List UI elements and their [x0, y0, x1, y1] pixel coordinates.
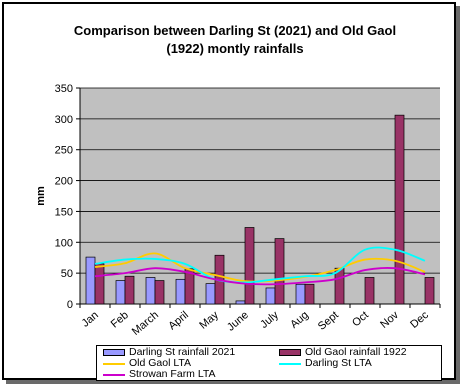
y-tick-label-300: 300 — [55, 114, 73, 126]
bar-old-gaol-rainfall-1922-nov — [394, 114, 405, 305]
frame-shadow-right — [456, 6, 460, 384]
legend-swatch-darling-st-rainfall-2021 — [103, 349, 125, 356]
x-tick-label-aug: Aug — [288, 309, 311, 331]
bar-old-gaol-rainfall-1922-sept — [334, 267, 345, 305]
bar-darling-st-rainfall-2021-aug — [295, 283, 306, 305]
x-tick-label-june: June — [225, 309, 251, 334]
chart-title-line-1: Comparison between Darling St (2021) and… — [73, 23, 397, 38]
legend-swatch-strowan-farm-lta — [103, 373, 125, 376]
x-tick-label-dec: Dec — [408, 309, 431, 331]
x-tick-label-nov: Nov — [378, 309, 401, 331]
y-tick-label-50: 50 — [61, 268, 73, 280]
x-tick-label-feb: Feb — [109, 309, 131, 330]
y-tick-label-200: 200 — [55, 176, 73, 188]
y-axis-title: mm — [35, 186, 47, 206]
x-tick-label-march: March — [130, 309, 161, 338]
legend-item-darling-st-lta: Darling St LTA — [279, 358, 372, 369]
bar-old-gaol-rainfall-1922-aug — [304, 283, 315, 305]
y-tick-label-0: 0 — [67, 299, 73, 311]
bar-darling-st-rainfall-2021-jan — [85, 256, 96, 305]
chart-title: Comparison between Darling St (2021) and… — [30, 22, 440, 58]
bar-old-gaol-rainfall-1922-jan — [94, 263, 105, 305]
legend-swatch-old-gaol-lta — [103, 362, 125, 365]
bar-old-gaol-rainfall-1922-oct — [364, 277, 375, 305]
legend-label-darling-st-lta: Darling St LTA — [305, 357, 372, 369]
x-tick-label-may: May — [197, 309, 221, 332]
legend-swatch-darling-st-lta — [279, 362, 301, 365]
bar-darling-st-rainfall-2021-march — [145, 277, 156, 305]
x-tick-label-oct: Oct — [350, 309, 371, 329]
line-darling-st-lta — [94, 246, 426, 284]
frame-shadow-bottom — [6, 380, 460, 384]
legend-item-darling-st-rainfall-2021: Darling St rainfall 2021 — [103, 347, 235, 358]
bar-darling-st-rainfall-2021-may — [205, 283, 216, 305]
bar-darling-st-rainfall-2021-july — [265, 287, 276, 305]
legend-item-old-gaol-rainfall-1922: Old Gaol rainfall 1922 — [279, 347, 407, 358]
legend-item-old-gaol-lta: Old Gaol LTA — [103, 358, 191, 369]
legend-label-old-gaol-lta: Old Gaol LTA — [129, 357, 192, 369]
bar-old-gaol-rainfall-1922-june — [244, 227, 255, 305]
bar-old-gaol-rainfall-1922-july — [274, 238, 285, 305]
x-tick-label-jan: Jan — [80, 309, 101, 330]
chart-title-line-2: (1922) montly rainfalls — [166, 41, 304, 56]
line-strowan-farm-lta — [94, 267, 426, 286]
legend-label-darling-st-rainfall-2021: Darling St rainfall 2021 — [129, 346, 236, 358]
bar-old-gaol-rainfall-1922-march — [154, 280, 165, 305]
legend-item-strowan-farm-lta: Strowan Farm LTA — [103, 369, 216, 380]
x-tick-label-april: April — [166, 309, 191, 332]
chart-legend: Darling St rainfall 2021 Old Gaol rainfa… — [96, 345, 442, 381]
y-tick-label-150: 150 — [55, 206, 73, 218]
y-tick-label-250: 250 — [55, 145, 73, 157]
y-tick-label-100: 100 — [55, 237, 73, 249]
bar-old-gaol-rainfall-1922-dec — [424, 277, 435, 305]
x-tick-label-sept: Sept — [316, 309, 341, 333]
bar-darling-st-rainfall-2021-feb — [115, 280, 126, 305]
x-tick-label-july: July — [258, 309, 281, 331]
legend-label-strowan-farm-lta: Strowan Farm LTA — [129, 368, 216, 380]
legend-swatch-old-gaol-rainfall-1922 — [279, 349, 301, 356]
bar-old-gaol-rainfall-1922-feb — [124, 275, 135, 305]
legend-label-old-gaol-rainfall-1922: Old Gaol rainfall 1922 — [305, 346, 407, 358]
bar-darling-st-rainfall-2021-april — [175, 278, 186, 305]
bar-darling-st-rainfall-2021-june — [235, 300, 246, 305]
y-tick-label-350: 350 — [55, 83, 73, 95]
